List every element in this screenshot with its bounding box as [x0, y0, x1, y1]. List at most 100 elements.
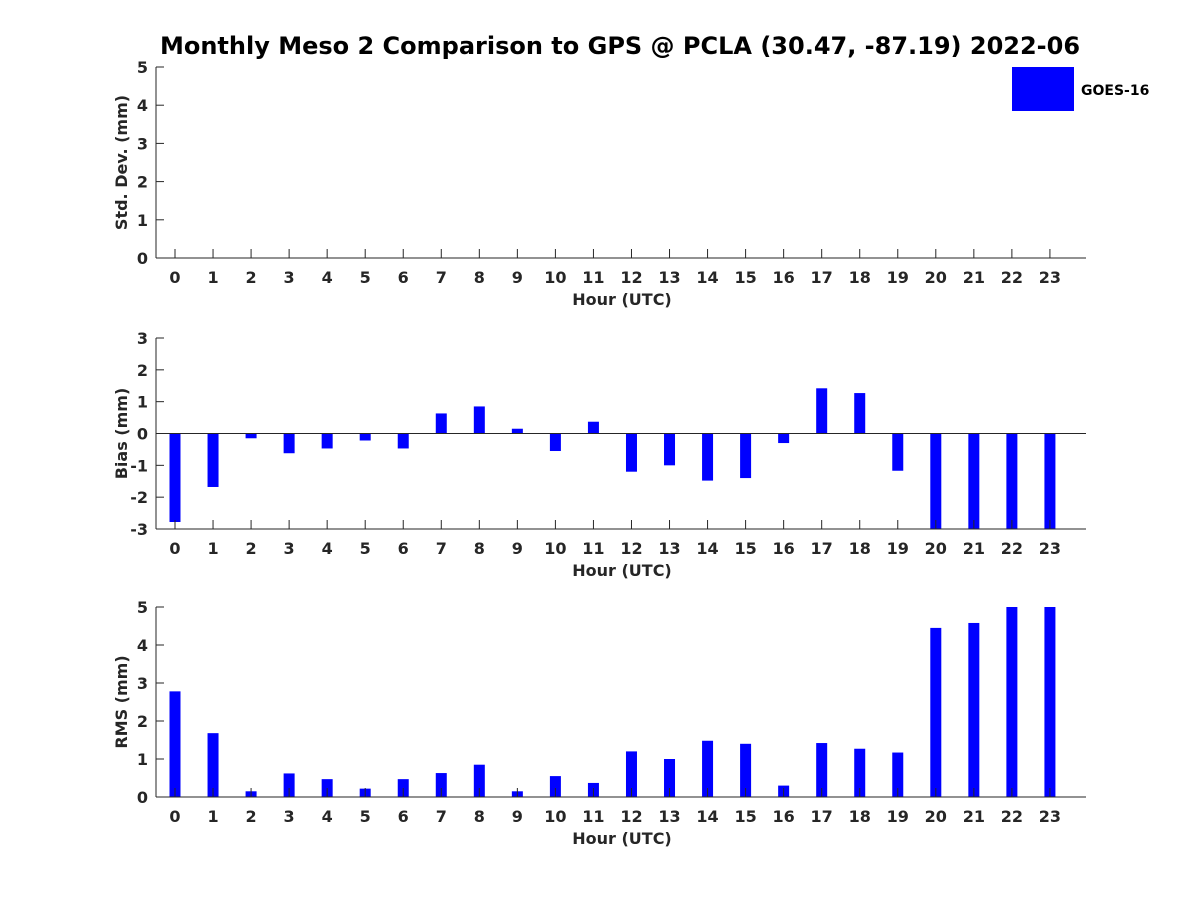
x-tick-label: 4 [322, 807, 333, 826]
y-tick-label: 1 [137, 393, 148, 412]
x-tick-label: 1 [207, 807, 218, 826]
bar [587, 421, 599, 434]
x-tick-label: 5 [360, 807, 371, 826]
bar [245, 433, 257, 439]
y-tick-label: 4 [137, 96, 148, 115]
x-tick-label: 9 [512, 539, 523, 558]
x-tick-label: 6 [398, 539, 409, 558]
y-tick-label: 3 [137, 674, 148, 693]
x-tick-label: 7 [436, 807, 447, 826]
bar [511, 428, 523, 434]
y-tick-label: 5 [137, 598, 148, 617]
x-tick-label: 22 [1001, 539, 1023, 558]
y-tick-label: 3 [137, 329, 148, 348]
x-tick-label: 14 [696, 539, 718, 558]
x-tick-label: 23 [1039, 807, 1061, 826]
x-tick-label: 23 [1039, 268, 1061, 287]
x-tick-label: 19 [887, 268, 909, 287]
x-tick-label: 14 [696, 268, 718, 287]
bar [740, 433, 752, 479]
bar [549, 433, 561, 452]
y-axis-label: Std. Dev. (mm) [112, 95, 131, 230]
bar [397, 433, 409, 449]
x-tick-label: 3 [284, 268, 295, 287]
x-tick-label: 9 [512, 268, 523, 287]
legend: GOES-16 [1012, 67, 1149, 111]
x-tick-label: 13 [658, 807, 680, 826]
y-tick-label: 1 [137, 211, 148, 230]
bar [549, 776, 561, 797]
bar [1044, 433, 1056, 529]
x-axis-label: Hour (UTC) [572, 290, 672, 309]
x-tick-label: 11 [582, 268, 604, 287]
x-tick-label: 5 [360, 268, 371, 287]
bar [321, 433, 333, 449]
bar [816, 388, 828, 434]
x-tick-label: 18 [849, 539, 871, 558]
y-tick-label: 0 [137, 425, 148, 444]
bar [1006, 607, 1018, 797]
x-tick-label: 6 [398, 807, 409, 826]
y-tick-label: -3 [130, 520, 148, 539]
x-tick-label: 0 [169, 807, 180, 826]
bar [664, 433, 676, 466]
x-tick-label: 18 [849, 807, 871, 826]
bar [473, 406, 485, 434]
x-tick-label: 12 [620, 268, 642, 287]
bar [1006, 433, 1018, 529]
x-axis-label: Hour (UTC) [572, 829, 672, 848]
x-tick-label: 17 [811, 268, 833, 287]
bar [207, 733, 219, 797]
x-tick-label: 22 [1001, 807, 1023, 826]
y-tick-label: -1 [130, 456, 148, 475]
bar [169, 433, 181, 522]
x-tick-label: 10 [544, 268, 566, 287]
x-tick-label: 21 [963, 539, 985, 558]
bar [854, 393, 866, 434]
x-tick-label: 19 [887, 539, 909, 558]
bar [892, 752, 904, 797]
x-tick-label: 10 [544, 539, 566, 558]
y-tick-label: -2 [130, 488, 148, 507]
x-tick-label: 21 [963, 807, 985, 826]
x-axis-label: Hour (UTC) [572, 561, 672, 580]
x-tick-label: 13 [658, 268, 680, 287]
legend-label: GOES-16 [1081, 83, 1149, 99]
x-tick-label: 8 [474, 807, 485, 826]
bar [283, 773, 295, 797]
x-tick-label: 16 [773, 268, 795, 287]
x-tick-label: 2 [246, 268, 257, 287]
x-tick-label: 13 [658, 539, 680, 558]
x-tick-label: 16 [773, 807, 795, 826]
x-tick-label: 12 [620, 807, 642, 826]
bar [740, 743, 752, 797]
x-tick-label: 20 [925, 807, 947, 826]
x-tick-label: 0 [169, 268, 180, 287]
x-tick-label: 15 [734, 539, 756, 558]
bar [930, 433, 942, 529]
bar [702, 433, 714, 481]
bar [778, 433, 790, 444]
x-tick-label: 6 [398, 268, 409, 287]
x-tick-label: 14 [696, 807, 718, 826]
bar [930, 627, 942, 797]
bar [892, 433, 904, 471]
x-tick-label: 1 [207, 268, 218, 287]
x-tick-label: 15 [734, 807, 756, 826]
x-tick-label: 16 [773, 539, 795, 558]
x-tick-label: 22 [1001, 268, 1023, 287]
y-tick-label: 2 [137, 173, 148, 192]
x-tick-label: 21 [963, 268, 985, 287]
y-tick-label: 2 [137, 712, 148, 731]
y-tick-label: 5 [137, 58, 148, 77]
x-tick-label: 23 [1039, 539, 1061, 558]
y-tick-label: 3 [137, 134, 148, 153]
legend-swatch [1012, 67, 1074, 111]
y-tick-label: 0 [137, 788, 148, 807]
x-tick-label: 3 [284, 539, 295, 558]
bar [702, 740, 714, 797]
